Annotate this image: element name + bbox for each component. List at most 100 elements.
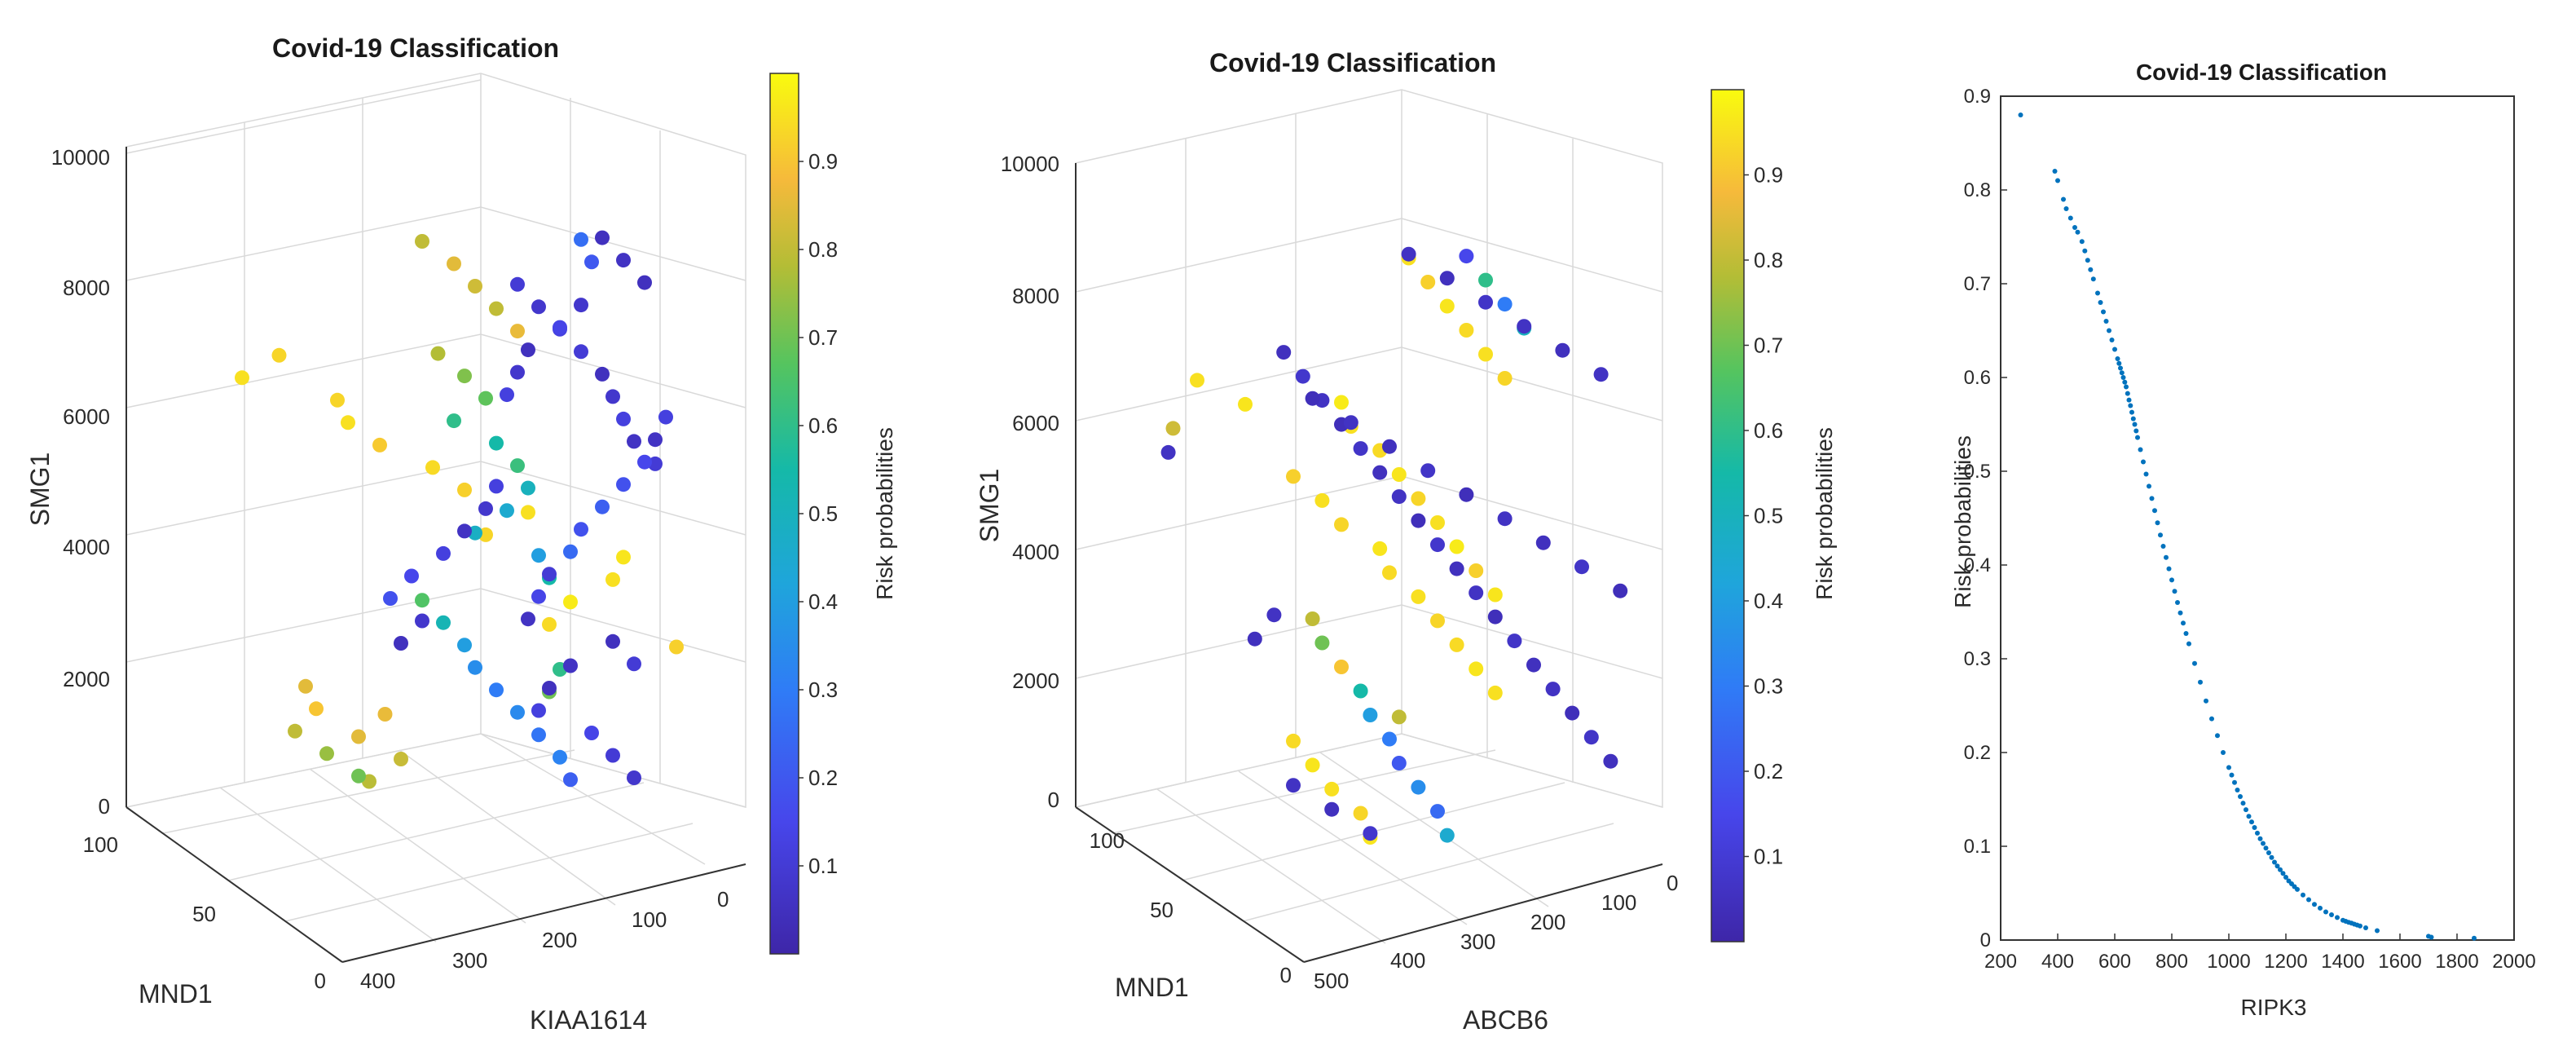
scatter-point <box>2115 356 2120 361</box>
chart2-ztick: 10000 <box>1001 152 1059 176</box>
chart2-ytick: 0 <box>1280 963 1292 987</box>
scatter-point <box>2098 300 2103 305</box>
scatter-point <box>1238 396 1253 412</box>
scatter-point <box>542 681 557 695</box>
x-tick-label: 1200 <box>2264 951 2307 973</box>
scatter-point <box>1497 297 1513 312</box>
scatter-point <box>2244 807 2248 813</box>
scatter-point <box>521 505 535 520</box>
colorbar-tick-label: 0.7 <box>1754 333 1783 358</box>
scatter-point <box>2272 859 2277 865</box>
scatter-point <box>1334 660 1349 674</box>
scatter-point <box>1478 347 1493 362</box>
scatter-point <box>1555 342 1570 358</box>
scatter-point <box>627 434 641 449</box>
scatter-point <box>542 567 557 582</box>
scatter-point <box>319 746 334 761</box>
chart1-ytick: 100 <box>83 832 118 857</box>
chart2-xtick: 200 <box>1530 910 1565 934</box>
colorbar-tick-label: 0.8 <box>1754 248 1783 272</box>
scatter-point <box>2085 258 2090 263</box>
scatter-point <box>1497 511 1513 527</box>
chart2-xtick: 100 <box>1601 890 1636 915</box>
scatter-point <box>574 232 588 247</box>
y-tick-label: 0.1 <box>1964 836 1991 858</box>
scatter-point <box>510 276 525 292</box>
scatter-point <box>1391 467 1407 482</box>
colorbar-tick-label: 0.3 <box>808 678 838 702</box>
scatter-point <box>2226 765 2231 770</box>
scatter-point <box>2152 508 2157 514</box>
scatter-point <box>1305 757 1320 773</box>
colorbar-tick-label: 0.1 <box>1754 845 1783 869</box>
scatter-point <box>2166 566 2172 572</box>
x-tick-label: 1600 <box>2378 951 2421 973</box>
scatter-point <box>584 254 599 270</box>
chart2-grid <box>1075 89 1663 963</box>
scatter-point <box>1334 517 1349 532</box>
scatter-point <box>2072 225 2077 230</box>
scatter-point <box>1276 345 1292 360</box>
scatter-point <box>478 501 493 516</box>
chart2-zticks: 0 2000 4000 6000 8000 10000 <box>1001 152 1059 812</box>
scatter-point <box>489 301 504 316</box>
scatter-point <box>457 482 472 497</box>
scatter-point <box>1160 444 1176 460</box>
scatter-point <box>2135 435 2140 440</box>
chart1-yticks: 100 50 0 <box>83 832 326 993</box>
scatter-point <box>2215 733 2220 739</box>
scatter-point <box>2128 403 2133 408</box>
scatter-point <box>1478 272 1493 288</box>
scatter-point <box>394 752 408 766</box>
scatter-point <box>1507 633 1522 649</box>
scatter-point <box>351 768 366 784</box>
scatter-point <box>2318 905 2323 911</box>
scatter-point <box>605 748 620 763</box>
scatter-point <box>1430 613 1445 629</box>
scatter-point <box>616 411 631 426</box>
scatter-point <box>658 409 673 425</box>
colorbar-tick-label: 0.6 <box>1754 418 1783 443</box>
scatter-point <box>2143 471 2149 477</box>
scatter-point <box>1314 635 1330 651</box>
colorbar-tick-label: 0.3 <box>1754 674 1783 699</box>
scatter-point <box>2075 229 2081 235</box>
scatter-point <box>468 660 482 675</box>
scatter-point <box>1487 587 1503 603</box>
scatter-point <box>447 256 461 271</box>
chart2-xtick: 300 <box>1460 929 1495 954</box>
chart1-xtick: 400 <box>360 969 395 993</box>
y-tick-label: 0.5 <box>1964 461 1991 483</box>
scatter-point <box>2018 113 2023 117</box>
chart1-ytick: 50 <box>192 902 216 926</box>
x-tick-label: 1400 <box>2321 951 2364 973</box>
scatter-point <box>2090 276 2096 282</box>
scatter-point <box>2172 589 2177 594</box>
scatter-point <box>478 391 493 406</box>
scatter-point <box>2120 375 2126 380</box>
scatter-point <box>1613 583 1628 598</box>
chart1-ytick: 0 <box>315 969 326 993</box>
chart1-axes <box>125 147 746 963</box>
scatter-point <box>2141 459 2146 465</box>
chart1-points <box>235 230 684 789</box>
chart2-points <box>1160 246 1628 845</box>
scatter-point <box>1324 781 1340 797</box>
scatter-point <box>553 320 567 335</box>
colorbar-tick-label: 0.5 <box>1754 504 1783 528</box>
scatter-point <box>415 613 429 629</box>
scatter-point <box>1363 708 1378 722</box>
scatter-point <box>394 636 408 651</box>
scatter-point <box>2155 520 2160 526</box>
scatter-point <box>1353 683 1368 699</box>
scatter-point <box>2160 544 2166 549</box>
chart1-xtick: 0 <box>717 887 729 912</box>
scatter-point <box>2183 631 2189 636</box>
chart3-xlabel: RIPK3 <box>2241 995 2307 1020</box>
chart2-colorbar: 0.1 0.2 0.3 0.4 0.5 0.6 0.7 0.8 0.9 Risk probabi… <box>1711 89 1837 942</box>
scatter-point <box>2358 923 2362 929</box>
scatter-point <box>2052 169 2058 174</box>
scatter-point <box>1411 491 1426 506</box>
chart2-yticks: 100 50 0 <box>1090 828 1292 987</box>
